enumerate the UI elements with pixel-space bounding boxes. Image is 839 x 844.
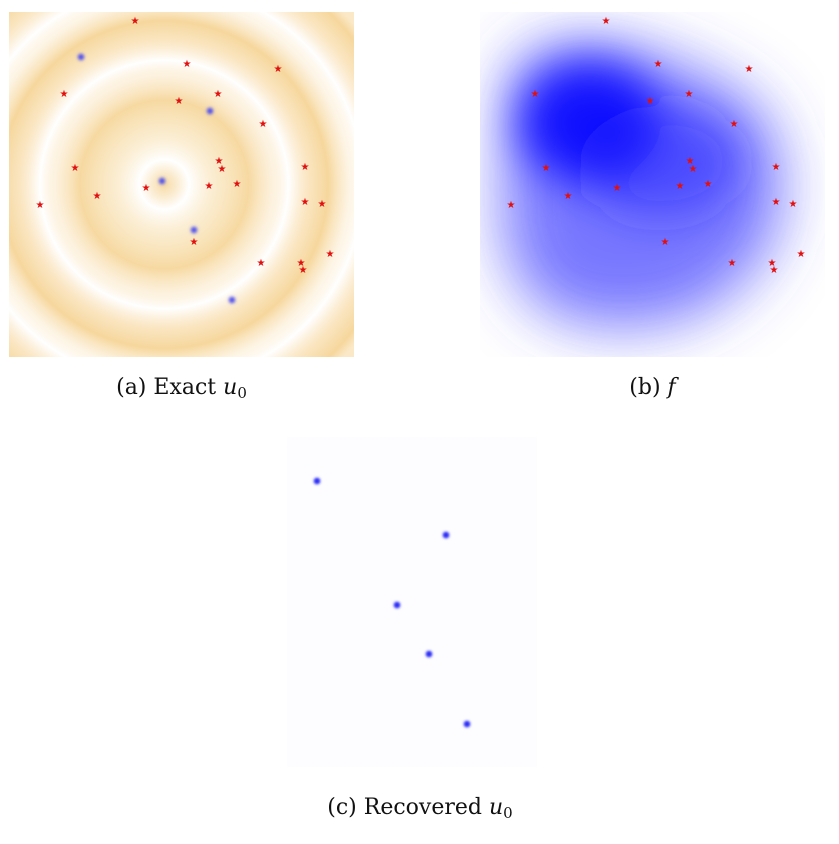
star-marker: ★ [297, 258, 306, 269]
source-marker [228, 296, 236, 304]
star-marker: ★ [646, 96, 655, 107]
caption-label: (c) [327, 795, 357, 820]
star-marker: ★ [190, 237, 199, 248]
caption-a: (a) Exact u0 [9, 375, 354, 402]
star-marker: ★ [318, 199, 327, 210]
star-marker: ★ [233, 179, 242, 190]
caption-label: (b) [629, 375, 661, 400]
source-markers [313, 477, 471, 728]
source-markers [77, 53, 236, 304]
star-marker: ★ [259, 119, 268, 130]
caption-text: Recovered [363, 795, 482, 820]
source-marker [77, 53, 85, 61]
star-marker: ★ [676, 181, 685, 192]
star-marker: ★ [93, 191, 102, 202]
exact-u0-image: ★ ★ ★ ★ ★ ★ ★ ★ ★ ★ ★ ★ ★ ★ ★ ★ ★ ★ ★ ★ … [9, 12, 354, 357]
star-marker: ★ [507, 200, 516, 211]
recovered-u0-image [287, 437, 537, 767]
caption-math: f [667, 375, 676, 400]
star-marker: ★ [215, 156, 224, 167]
star-marker: ★ [60, 89, 69, 100]
star-marker: ★ [564, 191, 573, 202]
source-marker [313, 477, 321, 485]
star-marker: ★ [257, 258, 266, 269]
source-marker [393, 601, 401, 609]
caption-b: (b) f [480, 375, 825, 400]
star-markers: ★ ★ ★ ★ ★ ★ ★ ★ ★ ★ ★ ★ ★ ★ ★ ★ ★ ★ ★ ★ … [36, 16, 335, 276]
panel-recovered-u0 [287, 437, 537, 767]
star-marker: ★ [772, 197, 781, 208]
star-marker: ★ [685, 89, 694, 100]
caption-math: u [489, 795, 504, 820]
star-marker: ★ [218, 164, 227, 175]
star-marker: ★ [36, 200, 45, 211]
star-marker: ★ [704, 179, 713, 190]
star-marker: ★ [602, 16, 611, 27]
star-marker: ★ [730, 119, 739, 130]
star-marker: ★ [131, 16, 140, 27]
star-marker: ★ [797, 249, 806, 260]
star-marker: ★ [768, 258, 777, 269]
star-markers: ★ ★ ★ ★ ★ ★ ★ ★ ★ ★ ★ ★ ★ ★ ★ ★ ★ ★ ★ ★ … [507, 16, 806, 276]
star-marker: ★ [142, 183, 151, 194]
star-marker: ★ [689, 164, 698, 175]
star-marker: ★ [531, 89, 540, 100]
source-marker [425, 650, 433, 658]
caption-math: u [223, 375, 238, 400]
source-marker [442, 531, 450, 539]
caption-subscript: 0 [503, 804, 513, 822]
f-image: ★ ★ ★ ★ ★ ★ ★ ★ ★ ★ ★ ★ ★ ★ ★ ★ ★ ★ ★ ★ … [480, 12, 825, 357]
ring-pattern [9, 12, 354, 357]
source-marker [190, 226, 198, 234]
star-marker: ★ [728, 258, 737, 269]
source-marker [158, 177, 166, 185]
star-marker: ★ [745, 64, 754, 75]
caption-text: Exact [153, 375, 217, 400]
star-marker: ★ [661, 237, 670, 248]
star-marker: ★ [326, 249, 335, 260]
star-marker: ★ [613, 183, 622, 194]
caption-c: (c) Recovered u0 [220, 795, 620, 822]
star-marker: ★ [205, 181, 214, 192]
caption-label: (a) [116, 375, 147, 400]
star-marker: ★ [772, 162, 781, 173]
star-marker: ★ [542, 163, 551, 174]
star-marker: ★ [183, 59, 192, 70]
star-marker: ★ [770, 265, 779, 276]
panel-f: ★ ★ ★ ★ ★ ★ ★ ★ ★ ★ ★ ★ ★ ★ ★ ★ ★ ★ ★ ★ … [480, 12, 825, 357]
star-marker: ★ [214, 89, 223, 100]
star-marker: ★ [71, 163, 80, 174]
star-marker: ★ [654, 59, 663, 70]
star-marker: ★ [686, 156, 695, 167]
source-marker [206, 107, 214, 115]
star-marker: ★ [301, 162, 310, 173]
star-marker: ★ [789, 199, 798, 210]
star-marker: ★ [175, 96, 184, 107]
panel-exact-u0: ★ ★ ★ ★ ★ ★ ★ ★ ★ ★ ★ ★ ★ ★ ★ ★ ★ ★ ★ ★ … [9, 12, 354, 357]
caption-subscript: 0 [237, 384, 247, 402]
star-marker: ★ [299, 265, 308, 276]
source-marker [463, 720, 471, 728]
star-marker: ★ [274, 64, 283, 75]
star-marker: ★ [301, 197, 310, 208]
